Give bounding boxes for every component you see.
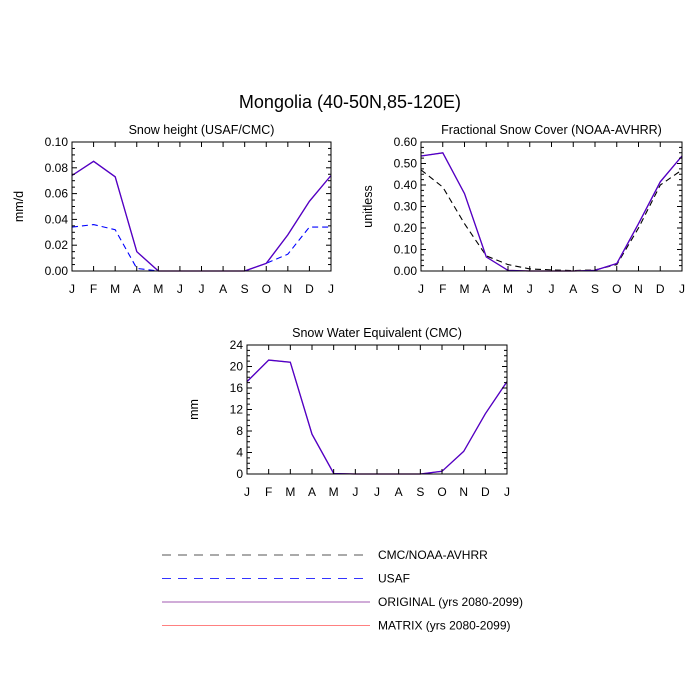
y-axis-label: unitless: [361, 185, 375, 227]
legend-label: USAF: [378, 572, 410, 586]
y-tick-label: 20: [230, 360, 244, 374]
y-tick-label: 0.40: [394, 178, 418, 192]
y-tick-label: 8: [236, 424, 243, 438]
plot-frame: [246, 344, 508, 475]
y-tick-label: 0.30: [394, 200, 418, 214]
chart-panel-0: Snow height (USAF/CMC) mm/d 0.00 0.02 0.04 0.…: [12, 123, 334, 296]
y-tick-label: 4: [236, 446, 243, 460]
chart-panel-2: Snow Water Equivalent (CMC) mm 0 4 8 12 16 20 24…: [187, 326, 510, 499]
x-tick-label: J: [244, 485, 250, 499]
chart-title: Fractional Snow Cover (NOAA-AVHRR): [441, 123, 662, 137]
x-tick-label: A: [569, 282, 577, 296]
legend-label: MATRIX (yrs 2080-2099): [378, 619, 511, 633]
x-tick-label: J: [418, 282, 424, 296]
y-tick-label: 0.04: [45, 212, 69, 226]
legend-label: ORIGINAL (yrs 2080-2099): [378, 595, 523, 609]
x-tick-label: D: [481, 485, 490, 499]
x-tick-label: J: [177, 282, 183, 296]
y-tick-label: 0.50: [394, 157, 418, 171]
x-tick-label: J: [679, 282, 685, 296]
x-tick-label: M: [460, 282, 470, 296]
x-tick-label: F: [439, 282, 446, 296]
chart-panel-1: Fractional Snow Cover (NOAA-AVHRR) unitle…: [361, 123, 685, 296]
x-tick-label: F: [265, 485, 272, 499]
x-tick-label: S: [241, 282, 249, 296]
x-tick-label: J: [527, 282, 533, 296]
x-tick-label: S: [416, 485, 424, 499]
y-tick-label: 0.10: [394, 243, 418, 257]
plot-frame: [420, 141, 683, 272]
x-tick-label: N: [459, 485, 468, 499]
y-tick-label: 24: [230, 338, 244, 352]
series-line-original: [246, 359, 508, 475]
x-tick-label: M: [153, 282, 163, 296]
x-tick-label: O: [437, 485, 446, 499]
x-tick-label: J: [352, 485, 358, 499]
x-tick-label: J: [69, 282, 75, 296]
y-tick-label: 0.00: [394, 264, 418, 278]
x-tick-label: A: [482, 282, 490, 296]
x-tick-label: J: [549, 282, 555, 296]
series-line-usaf: [71, 224, 331, 272]
x-tick-label: J: [374, 485, 380, 499]
x-tick-label: A: [395, 485, 403, 499]
x-tick-label: J: [504, 485, 510, 499]
chart-title: Snow height (USAF/CMC): [129, 123, 275, 137]
y-tick-label: 0: [236, 467, 243, 481]
x-tick-label: D: [305, 282, 314, 296]
x-tick-label: F: [90, 282, 97, 296]
legend: CMC/NOAA-AVHRR USAF ORIGINAL (yrs 2080-209…: [162, 548, 523, 633]
main-title: Mongolia (40-50N,85-120E): [239, 92, 461, 112]
x-tick-label: M: [285, 485, 295, 499]
series-line-matrix: [246, 359, 508, 475]
x-tick-label: D: [656, 282, 665, 296]
chart-title: Snow Water Equivalent (CMC): [292, 326, 462, 340]
series-line-cmc-noaa-avhrr: [420, 169, 683, 272]
x-tick-label: M: [110, 282, 120, 296]
y-tick-label: 12: [230, 403, 244, 417]
series-line-original: [420, 152, 683, 272]
x-tick-label: A: [308, 485, 316, 499]
y-tick-label: 0.08: [45, 161, 69, 175]
x-tick-label: N: [634, 282, 643, 296]
x-tick-label: M: [329, 485, 339, 499]
x-tick-label: J: [199, 282, 205, 296]
y-tick-label: 0.20: [394, 221, 418, 235]
y-tick-label: 0.60: [394, 135, 418, 149]
x-tick-label: N: [283, 282, 292, 296]
y-tick-label: 0.00: [45, 264, 69, 278]
x-tick-label: A: [219, 282, 227, 296]
series-line-matrix: [420, 152, 683, 272]
x-tick-label: S: [591, 282, 599, 296]
y-axis-label: mm/d: [12, 191, 26, 222]
plot-frame: [71, 141, 332, 272]
y-tick-label: 0.06: [45, 187, 69, 201]
x-tick-label: A: [133, 282, 141, 296]
y-tick-label: 16: [230, 381, 244, 395]
y-tick-label: 0.10: [45, 135, 69, 149]
series-line-original: [71, 160, 332, 272]
series-line-matrix: [71, 160, 332, 272]
x-tick-label: J: [328, 282, 334, 296]
x-tick-label: M: [503, 282, 513, 296]
x-tick-label: O: [262, 282, 271, 296]
y-tick-label: 0.02: [45, 238, 69, 252]
legend-label: CMC/NOAA-AVHRR: [378, 548, 488, 562]
x-tick-label: O: [612, 282, 621, 296]
y-axis-label: mm: [187, 399, 201, 420]
